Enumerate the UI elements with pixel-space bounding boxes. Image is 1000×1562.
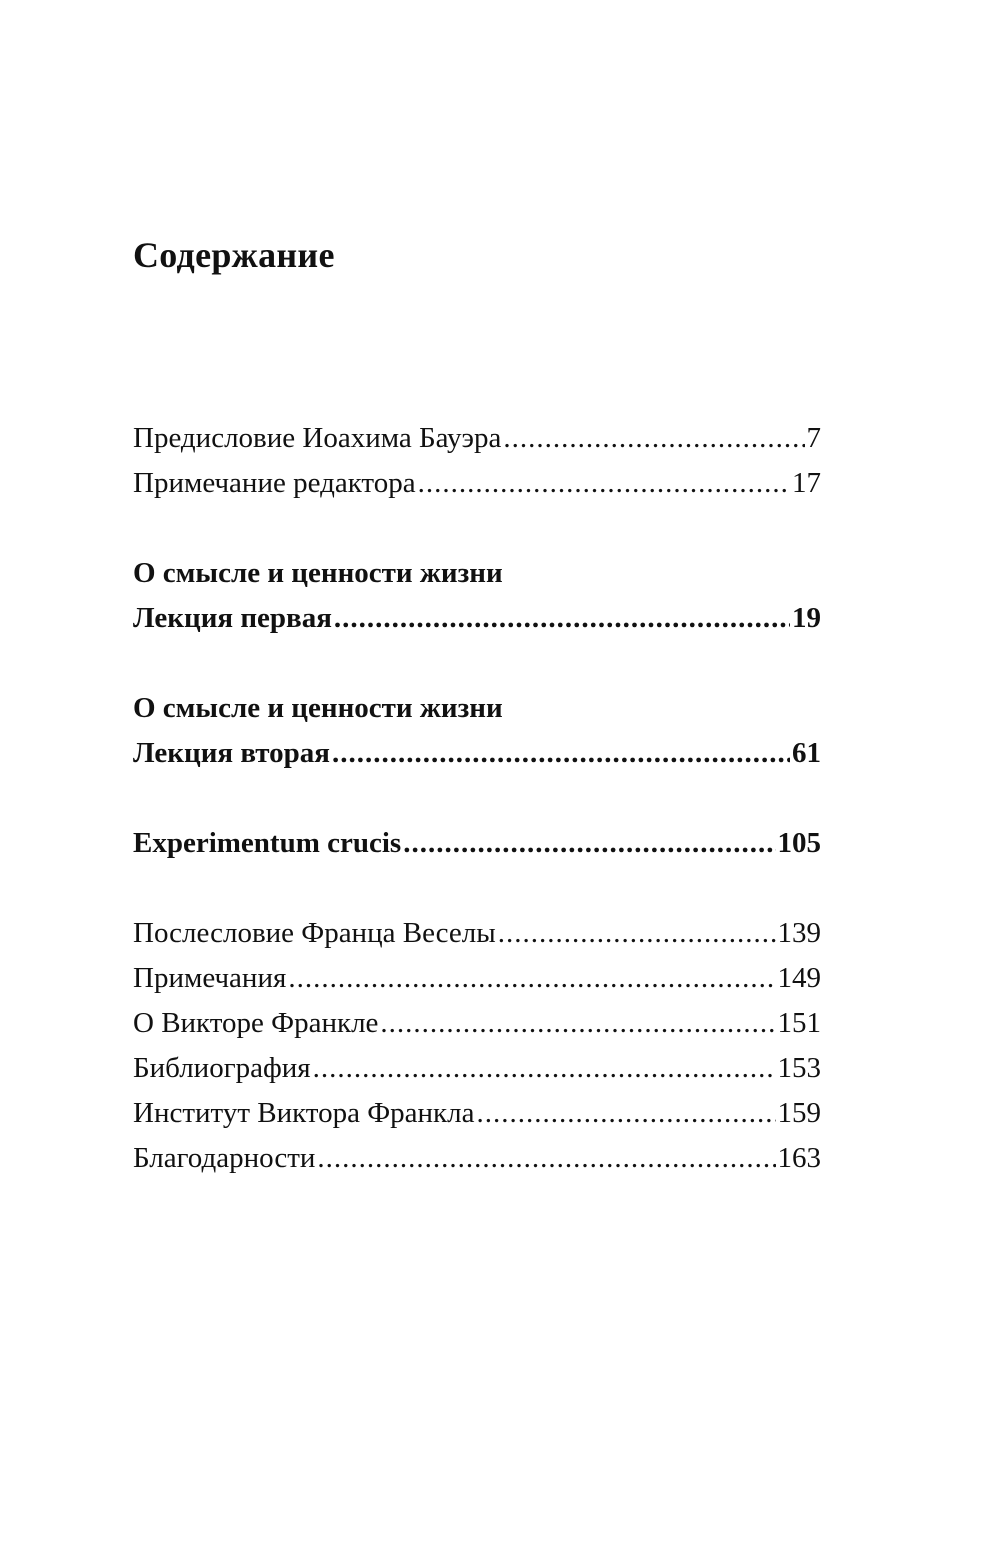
dot-leader — [313, 1046, 776, 1091]
toc-group-front: Предисловие Иоахима Бауэра 7 Примечание … — [133, 416, 821, 506]
toc-entry-page: 19 — [792, 602, 821, 634]
toc-entry-page: 105 — [777, 827, 822, 859]
toc-entry[interactable]: Лекция вторая 61 — [133, 731, 821, 776]
toc-group-lecture-1: О смысле и ценности жизни Лекция первая … — [133, 551, 821, 641]
toc-entry-label: Experimentum crucis — [133, 827, 402, 859]
toc-group-experimentum: Experimentum crucis 105 — [133, 821, 821, 866]
dot-leader — [418, 461, 790, 506]
toc-entry[interactable]: Послесловие Франца Веселы 139 — [133, 911, 821, 956]
toc-entry-page: 139 — [777, 917, 822, 949]
toc-entry-label: Благодарности — [133, 1142, 316, 1174]
toc-group-back: Послесловие Франца Веселы 139 Примечания… — [133, 911, 821, 1181]
toc-entry-label: Институт Виктора Франкла — [133, 1097, 475, 1129]
toc-entry[interactable]: Библиография 153 — [133, 1046, 821, 1091]
toc-entry[interactable]: Лекция первая 19 — [133, 596, 821, 641]
dot-leader — [380, 1001, 775, 1046]
toc-entry-label: Послесловие Франца Веселы — [133, 917, 496, 949]
toc-section-heading: О смысле и ценности жизни — [133, 692, 503, 724]
dot-leader — [288, 956, 775, 1001]
toc-entry-page: 153 — [777, 1052, 822, 1084]
toc-entry[interactable]: Experimentum crucis 105 — [133, 821, 821, 866]
toc-entry-label: Лекция первая — [133, 602, 332, 634]
toc-entry-label: О Викторе Франкле — [133, 1007, 379, 1039]
toc-entry-label: Примечания — [133, 962, 287, 994]
dot-leader — [403, 821, 775, 866]
toc-entry-page: 149 — [777, 962, 822, 994]
toc-entry[interactable]: О Викторе Франкле 151 — [133, 1001, 821, 1046]
toc-entry-page: 151 — [777, 1007, 822, 1039]
toc-entry-page: 17 — [792, 467, 821, 499]
dot-leader — [332, 731, 790, 776]
toc-entry[interactable]: Институт Виктора Франкла 159 — [133, 1091, 821, 1136]
dot-leader — [476, 1091, 775, 1136]
toc-entry-label: Лекция вторая — [133, 737, 330, 769]
toc-entry-page: 163 — [777, 1142, 822, 1174]
page-title: Содержание — [133, 235, 335, 275]
toc-group-lecture-2: О смысле и ценности жизни Лекция вторая … — [133, 686, 821, 776]
dot-leader — [334, 596, 790, 641]
toc-entry[interactable]: Примечания 149 — [133, 956, 821, 1001]
toc-entry-label: Примечание редактора — [133, 467, 416, 499]
toc-entry-label: Библиография — [133, 1052, 311, 1084]
toc-entry-page: 61 — [792, 737, 821, 769]
toc-entry[interactable]: Предисловие Иоахима Бауэра 7 — [133, 416, 821, 461]
toc-entry-page: 159 — [777, 1097, 822, 1129]
toc-entry-label: Предисловие Иоахима Бауэра — [133, 422, 502, 454]
toc-entry-page: 7 — [806, 422, 822, 454]
dot-leader — [503, 416, 804, 461]
toc-entry[interactable]: Благодарности 163 — [133, 1136, 821, 1181]
toc-entry[interactable]: Примечание редактора 17 — [133, 461, 821, 506]
toc-section-heading: О смысле и ценности жизни — [133, 557, 503, 589]
dot-leader — [317, 1136, 775, 1181]
dot-leader — [498, 911, 776, 956]
